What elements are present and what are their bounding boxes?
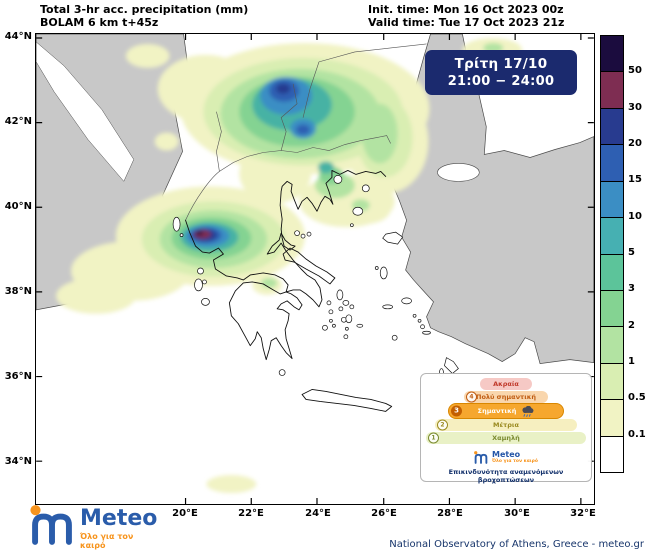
- lon-label: 22°E: [238, 508, 264, 519]
- colorbar-block: [601, 145, 623, 182]
- colorbar-block: [601, 36, 623, 73]
- hazard-level-significant: 3 Σημαντική: [449, 404, 563, 418]
- hazard-level-number: 3: [451, 405, 462, 417]
- hazard-level-moderate: 2 Μέτρια: [435, 419, 577, 431]
- lat-label: 44°N: [4, 31, 32, 42]
- meteo-logo: Meteo Όλο για τον καιρό: [30, 504, 157, 550]
- lon-label: 24°E: [305, 508, 331, 519]
- lat-label: 42°N: [4, 116, 32, 127]
- islands: [172, 175, 459, 377]
- badge-day: Τρίτη 17/10: [454, 56, 548, 72]
- lon-label: 26°E: [371, 508, 397, 519]
- badge-time-range: 21:00 − 24:00: [447, 74, 555, 89]
- lat-label: 36°N: [4, 371, 32, 382]
- colorbar-block: [601, 363, 623, 401]
- colorbar-tick: 50: [628, 65, 642, 76]
- greece-coastline: [185, 169, 393, 412]
- meteo-logo-text: Meteo: [492, 449, 521, 459]
- colorbar-tick: 20: [628, 138, 642, 149]
- hazard-level-label: Πολύ σημαντική: [476, 392, 536, 401]
- map-frame: [35, 33, 595, 505]
- colorbar-tick: 3: [628, 283, 635, 294]
- hazard-level-label: Μέτρια: [493, 420, 519, 429]
- hazard-scale-widget: Ακραία 4 Πολύ σημαντική 3 Σημαντική 2 Μέ…: [420, 373, 592, 484]
- colorbar-tick: 2: [628, 320, 635, 331]
- colorbar-tick: 1: [628, 356, 635, 367]
- lon-label: 20°E: [172, 508, 198, 519]
- init-time: Init. time: Mon 16 Oct 2023 00z: [368, 3, 564, 16]
- meteo-logo-tagline: Όλο για τον καιρό: [492, 458, 538, 464]
- title-line1: Total 3-hr acc. precipitation (mm): [40, 3, 249, 16]
- map-title: Total 3-hr acc. precipitation (mm) BOLAM…: [40, 3, 248, 29]
- colorbar-tick: 0.1: [628, 429, 646, 440]
- colorbar-block: [601, 436, 623, 473]
- colorbar-block: [601, 218, 623, 255]
- precipitation-colorbar: [600, 35, 624, 473]
- adriatic-sea: [36, 41, 135, 182]
- forecast-period-badge: Τρίτη 17/10 21:00 − 24:00: [425, 50, 577, 95]
- colorbar-block: [601, 400, 623, 437]
- hazard-level-extreme: Ακραία: [480, 378, 532, 390]
- colorbar-block: [601, 108, 623, 146]
- meteo-logo-icon: [474, 450, 488, 464]
- meteo-logo-icon: [30, 505, 72, 545]
- country-borders: [185, 43, 427, 221]
- hazard-level-very-significant: 4 Πολύ σημαντική: [464, 391, 548, 403]
- colorbar-tick: 30: [628, 102, 642, 113]
- title-line2: BOLAM 6 km t+45z: [40, 16, 159, 29]
- hazard-level-label: Σημαντική: [477, 406, 517, 415]
- hazard-level-number: 4: [466, 391, 477, 403]
- lat-label: 40°N: [4, 201, 32, 212]
- colorbar-tick: 10: [628, 211, 642, 222]
- lat-label: 38°N: [4, 286, 32, 297]
- rain-cloud-icon: [521, 405, 534, 417]
- valid-time: Valid time: Tue 17 Oct 2023 21z: [368, 16, 565, 29]
- hazard-level-label: Ακραία: [493, 379, 519, 388]
- lon-label: 32°E: [570, 508, 596, 519]
- credit-text: National Observatory of Athens, Greece -…: [389, 539, 644, 550]
- colorbar-block: [601, 72, 623, 109]
- lon-label: 30°E: [504, 508, 530, 519]
- meteo-logo-tagline: Όλο για τον καιρό: [80, 532, 134, 550]
- lon-label: 28°E: [437, 508, 463, 519]
- colorbar-block: [601, 327, 623, 364]
- colorbar-tick: 5: [628, 247, 635, 258]
- colorbar-block: [601, 254, 623, 291]
- lat-label: 34°N: [4, 456, 32, 467]
- greece-precipitation-map: [36, 34, 594, 504]
- colorbar-block: [601, 290, 623, 328]
- run-times: Init. time: Mon 16 Oct 2023 00z Valid ti…: [368, 3, 564, 29]
- meteo-logo-text: Meteo: [80, 506, 158, 531]
- marmara-sea: [437, 163, 480, 182]
- hazard-caption: Επικινδυνότητα αναμενόμενων βροχοπτώσεων: [448, 468, 564, 484]
- colorbar-block: [601, 181, 623, 219]
- hazard-level-low: 1 Χαμηλή: [426, 432, 586, 444]
- axis-ticks: [36, 34, 594, 504]
- hazard-level-number: 2: [437, 419, 448, 431]
- hazard-widget-logo: Meteo Όλο για τον καιρό: [421, 447, 591, 467]
- hazard-level-number: 1: [428, 432, 439, 444]
- hazard-level-label: Χαμηλή: [492, 433, 520, 442]
- colorbar-tick: 0.5: [628, 392, 646, 403]
- colorbar-tick: 15: [628, 174, 642, 185]
